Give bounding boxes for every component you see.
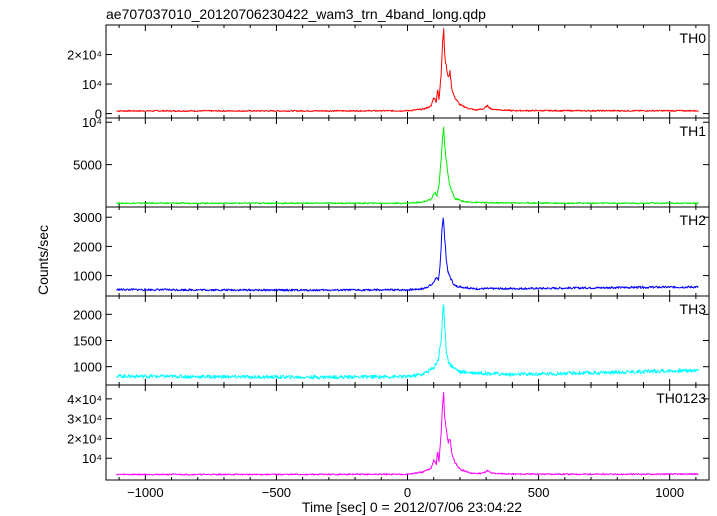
y-tick-label: 10⁴	[82, 77, 102, 92]
y-axis-title: Counts/sec	[35, 225, 51, 295]
x-tick-label: 500	[528, 485, 550, 500]
panel-label: TH2	[680, 212, 707, 228]
y-tick-label: 3000	[73, 210, 102, 225]
y-tick-label: 1000	[73, 360, 102, 375]
panel-frame	[105, 384, 710, 481]
series-line-th0123	[116, 391, 699, 476]
series-line-th2	[116, 217, 699, 292]
y-tick-label: 2×10⁴	[67, 431, 102, 446]
series-line-th1	[116, 126, 699, 205]
x-tick-label: 0	[404, 485, 411, 500]
y-tick-label: 2000	[73, 307, 102, 322]
series-line-th3	[116, 304, 699, 380]
panel-frame	[105, 24, 710, 119]
panel-th3: 1000 1500 2000 TH3	[73, 295, 710, 386]
panel-label: TH0	[680, 30, 707, 46]
y-tick-label: 2×10⁴	[67, 48, 102, 63]
panel-frame	[105, 206, 710, 297]
panel-th2: 1000 2000 3000 TH2	[73, 206, 710, 297]
y-tick-label: 3×10⁴	[67, 412, 102, 427]
y-tick-label: 4×10⁴	[67, 392, 102, 407]
panel-label: TH3	[680, 301, 707, 317]
y-tick-label: 2000	[73, 239, 102, 254]
y-tick-label: 1500	[73, 334, 102, 349]
x-tick-label: 1000	[655, 485, 684, 500]
y-tick-label: 10⁴	[82, 115, 102, 130]
x-tick-label: −500	[262, 485, 291, 500]
series-line-th0	[116, 28, 699, 113]
chart-title: ae707037010_20120706230422_wam3_trn_4ban…	[106, 6, 486, 22]
y-tick-label: 10⁴	[82, 451, 102, 466]
x-axis-title: Time [sec] 0 = 2012/07/06 23:04:22	[302, 499, 522, 515]
panel-th1: 5000 10⁴ TH1	[73, 115, 710, 208]
panel-label: TH0123	[656, 390, 706, 406]
panel-frame	[105, 117, 710, 208]
y-tick-label: 0	[95, 107, 102, 122]
y-tick-label: 5000	[73, 158, 102, 173]
panel-label: TH1	[680, 123, 707, 139]
x-axis: −1000 −500 0 500 1000	[127, 485, 684, 500]
x-tick-label: −1000	[127, 485, 164, 500]
panel-th0123: 10⁴ 2×10⁴ 3×10⁴ 4×10⁴ TH0123	[67, 384, 710, 481]
y-tick-label: 1000	[73, 269, 102, 284]
panel-th0: 0 10⁴ 2×10⁴ TH0	[67, 24, 710, 122]
